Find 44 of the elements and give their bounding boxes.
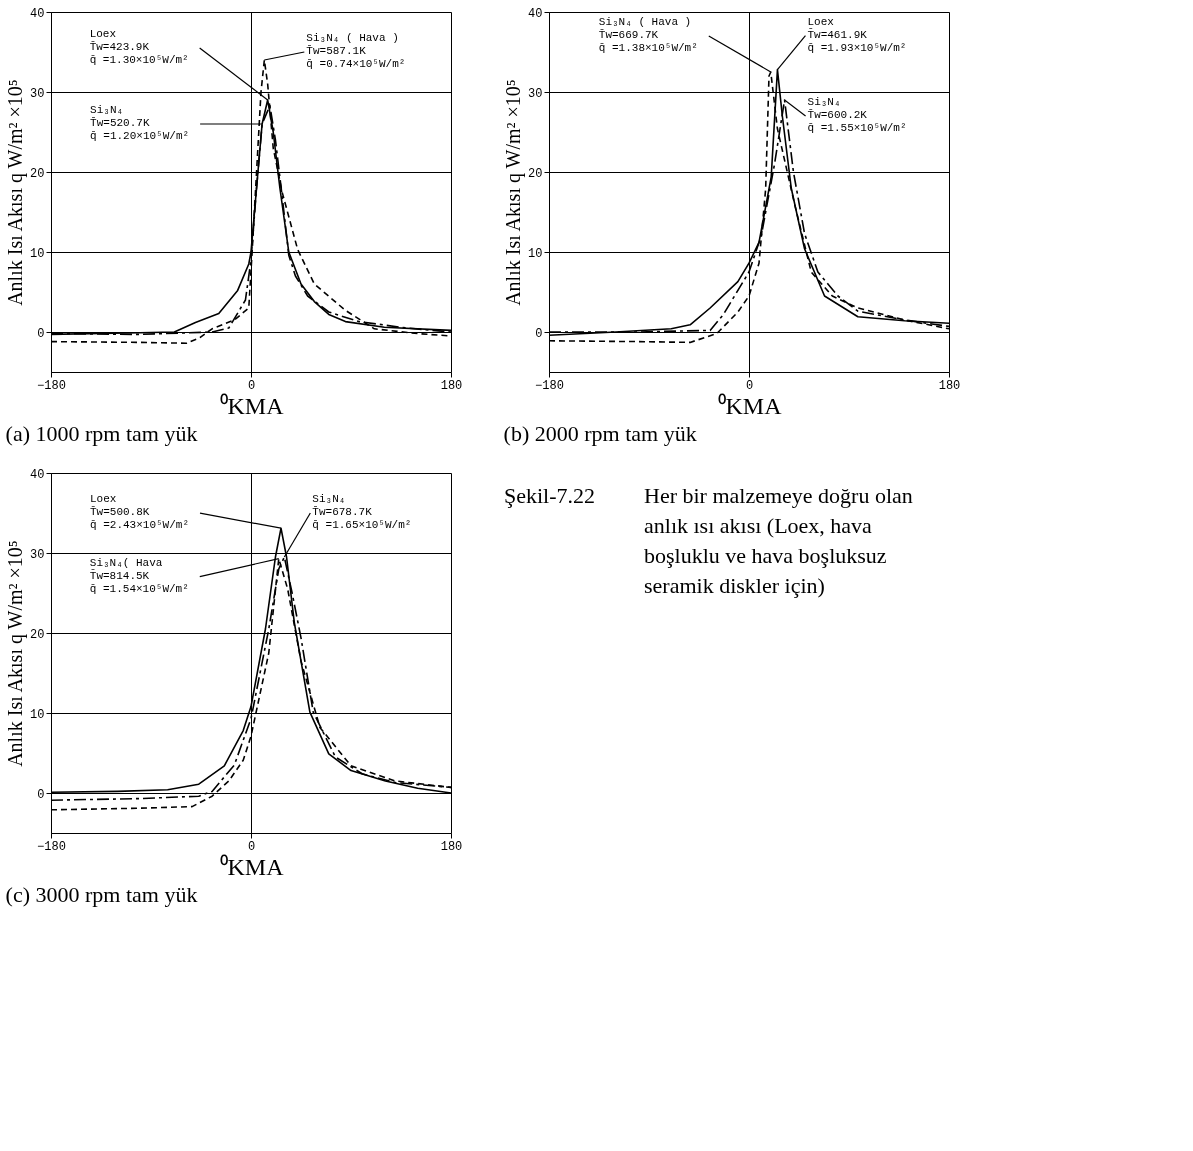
x-tick-label: 180 [440, 378, 463, 393]
x-axis-title: ⁰KMA [717, 392, 783, 419]
x-tick-label: 0 [247, 839, 256, 854]
y-axis-title: Anlık Isı Akısı q W/m² ×10⁵ [4, 79, 28, 306]
annotation: Si₃N₄ T̄w=678.7K q̄ =1.65×10⁵W/m² [312, 493, 412, 531]
annotation: Si₃N₄ T̄w=600.2K q̄ =1.55×10⁵W/m² [807, 96, 907, 134]
y-tick-label: 20 [30, 166, 45, 181]
y-tick-label: 40 [30, 6, 45, 21]
y-tick-label: 30 [30, 86, 45, 101]
annotation: Loex T̄w=461.9K q̄ =1.93×10⁵W/m² [807, 15, 907, 54]
x-tick-label: −180 [37, 839, 66, 854]
x-tick-label: 0 [745, 378, 754, 393]
y-tick-label: 10 [30, 707, 45, 722]
y-tick-label: 10 [30, 246, 45, 261]
x-axis-title: ⁰KMA [219, 392, 285, 419]
y-axis-title: Anlık Isı Akısı q W/m² ×10⁵ [4, 540, 28, 767]
text: (b) 2000 rpm tam yük [503, 421, 697, 446]
y-axis-title: Anlık Isı Akısı q W/m² ×10⁵ [502, 79, 526, 306]
y-tick-label: 40 [30, 467, 45, 482]
annotation: Si₃N₄( Hava T̄w=814.5K q̄ =1.54×10⁵W/m² [89, 556, 189, 595]
annotation: Si₃N₄ ( Hava ) T̄w=587.1K q̄ =0.74×10⁵W/m² [306, 32, 406, 70]
y-tick-label: 40 [528, 6, 543, 21]
y-tick-label: 30 [528, 86, 543, 101]
annotation: Si₃N₄ T̄w=520.7K q̄ =1.20×10⁵W/m² [90, 104, 190, 142]
annotation: Loex T̄w=423.9K q̄ =1.30×10⁵W/m² [89, 28, 189, 66]
annotation: Si₃N₄ ( Hava ) T̄w=669.7K q̄ =1.38×10⁵W/m² [598, 16, 698, 54]
y-tick-label: 0 [535, 326, 543, 341]
x-tick-label: 180 [938, 378, 961, 393]
x-tick-label: 180 [440, 839, 463, 854]
y-tick-label: 20 [30, 627, 45, 642]
y-tick-label: 10 [528, 246, 543, 261]
text: Şekil-7.22 [504, 483, 596, 508]
text: (c) 3000 rpm tam yük [5, 882, 198, 907]
text: Her bir malzemeye doğru olan anlık ısı akısı (Loex, hava boşluklu ve hava boşluksuz seramik diskler için) [644, 483, 913, 598]
x-tick-label: −180 [535, 378, 564, 393]
annotation: Loex T̄w=500.8K q̄ =2.43×10⁵W/m² [90, 493, 190, 532]
x-axis-title: ⁰KMA [219, 853, 285, 880]
x-tick-label: −180 [37, 378, 66, 393]
y-tick-label: 0 [37, 326, 45, 341]
x-tick-label: 0 [247, 378, 256, 393]
y-tick-label: 0 [37, 787, 45, 802]
text: (a) 1000 rpm tam yük [5, 421, 198, 446]
y-tick-label: 20 [528, 166, 543, 181]
y-tick-label: 30 [30, 547, 45, 562]
